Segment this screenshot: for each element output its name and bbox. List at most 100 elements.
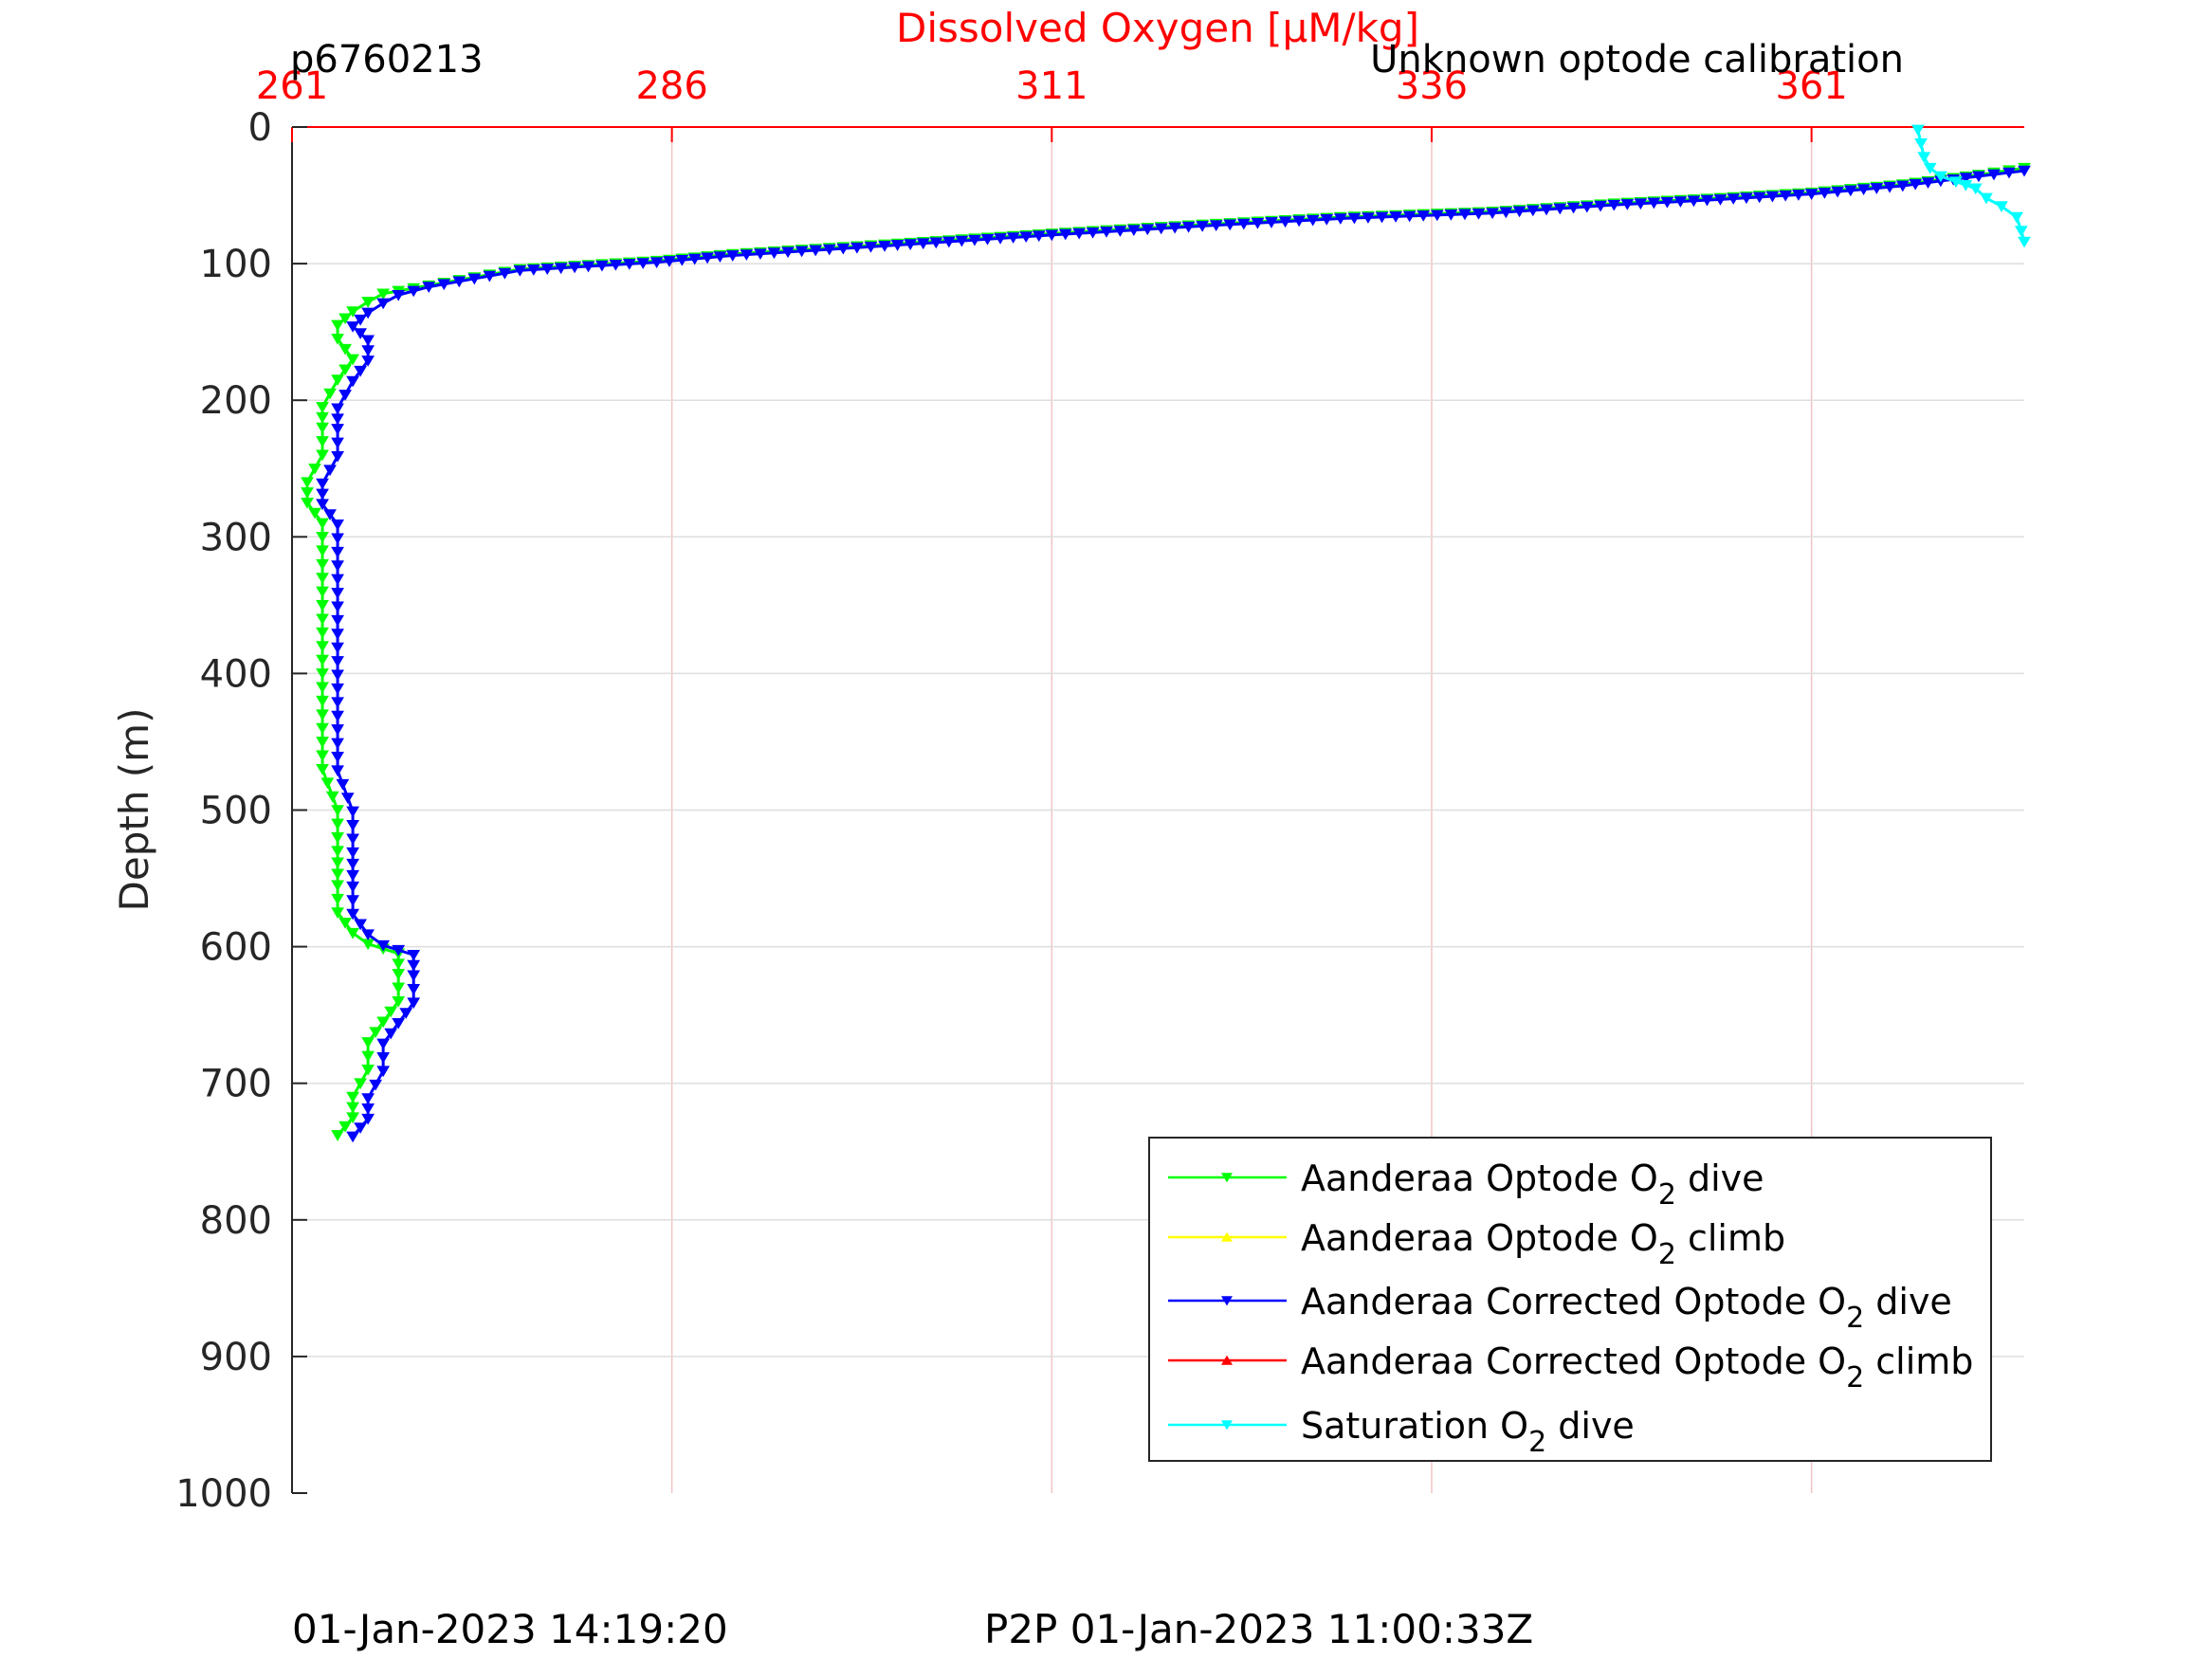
series-marker [1713,194,1728,206]
series-marker [1072,228,1087,240]
series-marker [581,261,595,273]
series-marker [513,265,527,277]
series-marker [1883,181,1896,193]
series-marker [316,478,329,490]
x-tick-label: 336 [1396,64,1468,108]
series-marker [1980,192,1993,205]
series-marker [331,857,344,869]
x-ticks: 261 286 311 336 361 [256,64,1848,142]
legend-label-tail: dive [1676,1158,1764,1199]
series-marker [361,1050,375,1063]
y-tick-label: 0 [248,106,272,150]
series-marker [1700,194,1714,207]
series-marker [1223,219,1237,231]
series-marker [1620,199,1635,210]
series-marker [687,253,702,265]
series-marker [361,1093,375,1104]
series-marker [1856,184,1871,196]
series-marker [338,364,352,376]
series-marker [540,264,555,275]
series-marker [331,574,344,586]
series-marker [331,403,344,415]
series-marker [980,233,995,246]
series-marker [407,959,421,972]
series-marker [376,1038,391,1050]
series-marker [2010,211,2023,224]
series-marker [1910,124,1925,137]
series-marker [338,343,352,356]
series-marker [864,241,878,253]
series-marker [1870,183,1884,194]
series-marker [361,345,375,356]
x-axis-title: Dissolved Oxygen [μM/kg] [896,5,1419,51]
series-marker [354,314,367,326]
y-axis-title: Depth (m) [111,708,157,912]
series-marker [338,1121,352,1133]
series-marker [331,642,344,654]
legend-label-tail: climb [1864,1340,1973,1382]
legend-label-tail: climb [1676,1217,1785,1259]
series-marker [316,613,329,626]
series-marker [354,1078,367,1090]
series-marker [904,239,918,250]
series-marker [316,545,329,557]
series-marker [1727,193,1741,205]
series-marker [331,832,344,844]
series-marker [822,244,836,256]
series-marker [331,868,344,881]
series-marker [1417,210,1431,222]
footer-right-timestamp: P2P 01-Jan-2023 11:00:33Z [984,1606,1534,1652]
series-marker [316,436,329,447]
series-marker [407,949,421,961]
series-marker [941,236,956,248]
series-marker [331,805,344,816]
series-marker [331,319,344,332]
series-marker [1580,201,1594,213]
series-marker [331,588,344,599]
series-marker [346,1131,359,1143]
series-marker [392,944,406,957]
series-marker [361,1113,375,1125]
series-marker [754,248,767,261]
series-marker [376,298,391,310]
series-marker [369,1079,383,1091]
legend-label-tail: dive [1546,1405,1635,1447]
legend-label: Saturation O2 dive [1301,1405,1635,1459]
series-marker [1740,192,1753,205]
series-marker [1752,191,1766,204]
series-marker [346,869,359,882]
legend-label-subscript: 2 [1658,1178,1676,1212]
series-marker [361,1064,375,1076]
series-marker [346,1102,359,1114]
series-marker [649,257,664,269]
series-marker [316,763,329,775]
series-marker [1402,210,1417,223]
y-tick-label: 400 [200,652,272,696]
series-marker [1058,228,1072,241]
series-marker [316,449,329,462]
series-marker [316,422,329,434]
legend-label-main: Aanderaa Optode O [1301,1217,1658,1259]
series-marker [316,402,329,413]
series-marker [316,722,329,735]
series-marker [526,264,540,276]
series-marker [1553,203,1567,215]
series-marker [568,262,581,274]
series-marker [316,518,329,530]
series-marker [331,560,344,572]
series-marker [316,682,329,694]
series-marker [323,465,337,477]
series-marker [1236,218,1251,230]
legend-swatch-marker [1221,1355,1233,1365]
series-marker [878,241,891,252]
series-marker [331,880,344,892]
series-marker [331,437,344,449]
series-marker [331,669,344,682]
series-marker [331,683,344,695]
series-marker [346,847,359,859]
series-marker [346,881,359,893]
series-marker [346,1091,359,1103]
legend-box [1148,1137,1992,1462]
legend-label: Aanderaa Corrected Optode O2 climb [1301,1340,1973,1395]
